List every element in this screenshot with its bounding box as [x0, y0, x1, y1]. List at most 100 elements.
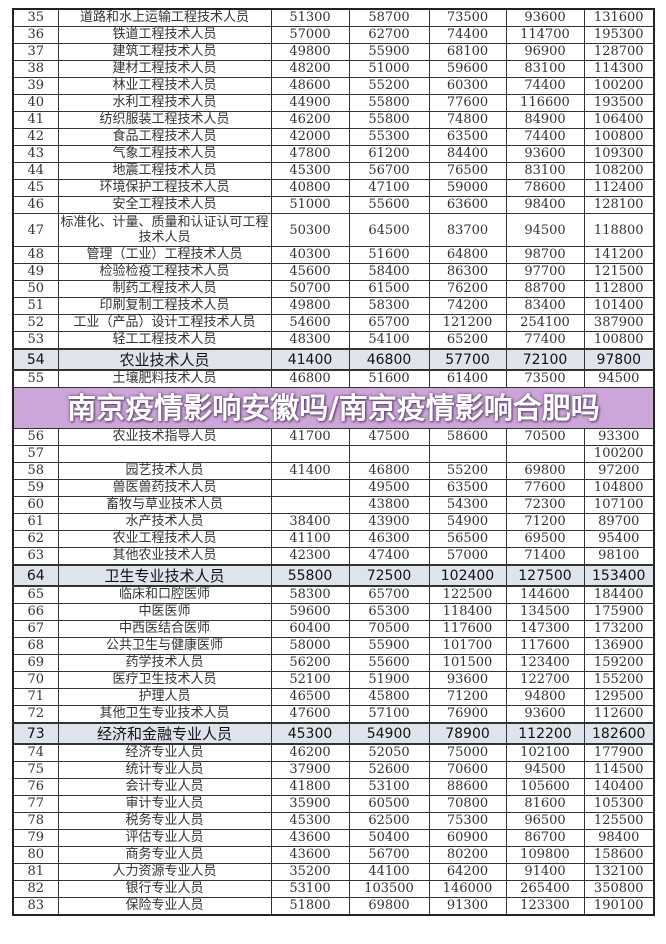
value-col-2: 51600	[348, 246, 430, 264]
value-col-1: 40800	[270, 179, 350, 197]
value-col-5: 112800	[583, 280, 655, 298]
value-col-5: 114300	[583, 60, 655, 78]
value-col-1: 47600	[270, 705, 350, 724]
value-col-1: 46500	[270, 688, 350, 706]
value-col-2: 56700	[348, 162, 430, 180]
row-number: 49	[12, 263, 59, 281]
table-row: 79 评估专业人员 43600 50400 60900 86700 98400	[12, 829, 655, 847]
value-col-5: 101400	[583, 297, 655, 315]
table-row: 49 检验检疫工程技术人员 45600 58400 86300 97700 121500	[12, 263, 655, 281]
value-col-3: 54300	[428, 496, 507, 514]
value-col-3: 77600	[428, 94, 507, 112]
row-number: 42	[12, 128, 59, 146]
occupation-name: 经济专业人员	[57, 743, 272, 762]
value-col-3: 70600	[428, 761, 507, 779]
value-col-2: 55600	[348, 196, 430, 214]
section-row: 54 农业技术人员 41400 46800 57700 72100 97800	[12, 348, 655, 371]
table-row: 40 水利工程技术人员 44900 55800 77600 116600 193500	[12, 94, 655, 112]
table-row: 69 药学技术人员 56200 55600 101500 123400 159200	[12, 654, 655, 672]
value-col-2: 58700	[348, 8, 430, 27]
value-col-2: 53100	[348, 778, 430, 796]
value-col-2: 44100	[348, 863, 430, 881]
value-col-2: 55800	[348, 111, 430, 129]
value-col-2: 62700	[348, 26, 430, 44]
value-col-5: 140400	[583, 778, 655, 796]
table-row: 75 统计专业人员 37900 52600 70600 94500 114500	[12, 761, 655, 779]
value-col-4: 114700	[505, 26, 585, 44]
table-row: 71 护理人员 46500 45800 71200 94800 129500	[12, 688, 655, 706]
value-col-4: 102100	[505, 743, 585, 762]
value-col-3: 80200	[428, 846, 507, 864]
row-number: 80	[12, 846, 59, 864]
occupation-name: 管理（工业）工程技术人员	[57, 246, 272, 264]
table-row: 76 会计专业人员 41800 53100 88600 105600 140400	[12, 778, 655, 796]
value-col-4: 96900	[505, 43, 585, 61]
value-col-2: 49500	[348, 479, 430, 497]
value-col-4: 105600	[505, 778, 585, 796]
value-col-5: 129500	[583, 688, 655, 706]
value-col-4: 84900	[505, 111, 585, 129]
occupation-name: 制药工程技术人员	[57, 280, 272, 298]
table-row: 80 商务专业人员 43600 56700 80200 109800 158600	[12, 846, 655, 864]
value-col-4: 254100	[505, 314, 585, 332]
value-col-4: 83400	[505, 297, 585, 315]
value-col-1: 40300	[270, 246, 350, 264]
value-col-1: 41700	[270, 428, 350, 446]
table-row: 42 食品工程技术人员 42000 55300 63500 74400 100800	[12, 128, 655, 146]
value-col-4: 69500	[505, 530, 585, 548]
value-col-4: 78600	[505, 179, 585, 197]
occupation-name: 公共卫生与健康医师	[57, 637, 272, 655]
occupation-name: 气象工程技术人员	[57, 145, 272, 163]
row-number: 46	[12, 196, 59, 214]
occupation-name: 食品工程技术人员	[57, 128, 272, 146]
salary-table: 35 道路和水上运输工程技术人员 51300 58700 73500 93600 13160…	[12, 8, 655, 916]
value-col-5: 93300	[583, 428, 655, 446]
row-number: 78	[12, 812, 59, 830]
value-col-2: 45800	[348, 688, 430, 706]
table-row: 55 土壤肥料技术人员 46800 51600 61400 73500 94500	[12, 369, 655, 388]
table-row: 56 农业技术指导人员 41700 47500 58600 70500 93300	[12, 428, 655, 446]
value-col-2: 55900	[348, 637, 430, 655]
value-col-1	[270, 479, 350, 497]
value-col-4: 123300	[505, 897, 585, 916]
value-col-4: 77600	[505, 479, 585, 497]
value-col-1: 49800	[270, 43, 350, 61]
table-row: 72 其他卫生专业技术人员 47600 57100 76900 93600 112600	[12, 705, 655, 724]
section-row: 73 经济和金融专业人员 45300 54900 78900 112200 182600	[12, 722, 655, 745]
value-col-2: 72500	[348, 564, 430, 587]
value-col-3: 122500	[428, 585, 507, 604]
row-number: 50	[12, 280, 59, 298]
value-col-1: 54600	[270, 314, 350, 332]
occupation-name: 工业（产品）设计工程技术人员	[57, 314, 272, 332]
table-row: 65 临床和口腔医师 58300 65700 122500 144600 184400	[12, 585, 655, 604]
value-col-3: 101700	[428, 637, 507, 655]
table-row: 51 印刷复制工程技术人员 49800 58300 74200 83400 101400	[12, 297, 655, 315]
value-col-5: 97800	[583, 348, 655, 371]
value-col-2: 58300	[348, 297, 430, 315]
value-col-5: 158600	[583, 846, 655, 864]
table-row: 45 环境保护工程技术人员 40800 47100 59000 78600 112400	[12, 179, 655, 197]
value-col-1: 46200	[270, 743, 350, 762]
value-col-3: 75000	[428, 743, 507, 762]
value-col-5: 109300	[583, 145, 655, 163]
row-number: 63	[12, 547, 59, 566]
value-col-1: 50300	[270, 213, 350, 247]
value-col-5: 193500	[583, 94, 655, 112]
table-row: 39 林业工程技术人员 48600 55200 60300 74400 100200	[12, 77, 655, 95]
table-row: 35 道路和水上运输工程技术人员 51300 58700 73500 93600 13160…	[12, 8, 655, 27]
value-col-5: 100200	[583, 77, 655, 95]
value-col-5: 155200	[583, 671, 655, 689]
value-col-3: 61400	[428, 369, 507, 388]
value-col-5: 175900	[583, 603, 655, 621]
value-col-3: 64200	[428, 863, 507, 881]
occupation-name: 保险专业人员	[57, 897, 272, 916]
value-col-3: 63600	[428, 196, 507, 214]
value-col-2: 46800	[348, 348, 430, 371]
table-row: 74 经济专业人员 46200 52050 75000 102100 177900	[12, 743, 655, 762]
value-col-5: 100200	[583, 445, 655, 463]
value-col-1: 41400	[270, 462, 350, 480]
table-row: 50 制药工程技术人员 50700 61500 76200 88700 112800	[12, 280, 655, 298]
value-col-1: 46800	[270, 369, 350, 388]
value-col-3: 60900	[428, 829, 507, 847]
value-col-2: 62500	[348, 812, 430, 830]
